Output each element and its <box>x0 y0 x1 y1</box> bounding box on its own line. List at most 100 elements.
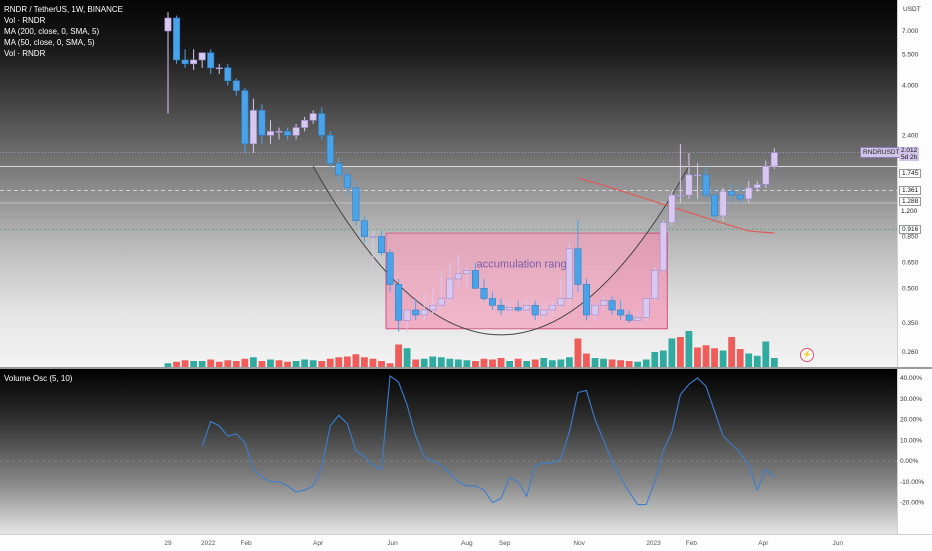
time-axis-tick: Sep <box>499 540 511 547</box>
candle-body <box>454 273 462 280</box>
time-axis-tick: Apr <box>758 540 769 547</box>
volume-bar <box>326 358 334 367</box>
candle-body <box>770 152 778 167</box>
candle-body <box>497 304 505 311</box>
volume-bar <box>395 344 402 367</box>
price-axis-tick: 0.650 <box>902 260 919 267</box>
symbol-line[interactable]: RNDR / TetherUS, 1W, BINANCE <box>4 5 123 14</box>
candle-body <box>685 174 693 196</box>
candle-body <box>565 248 573 299</box>
legend-ma50[interactable]: MA (50, close, 0, SMA, 5) <box>4 38 95 47</box>
volume-bar <box>463 360 471 367</box>
volume-bar <box>343 356 351 367</box>
candle-body <box>309 113 317 121</box>
countdown: 5d 2h <box>901 154 918 161</box>
candle-body <box>651 270 659 299</box>
level-tag-3: 1.288 <box>899 197 922 206</box>
volume-bar <box>634 361 642 367</box>
volume-bar <box>617 360 625 367</box>
legend-vol-2[interactable]: Vol · RNDR <box>4 49 46 58</box>
candle-body <box>659 222 667 271</box>
candle-body <box>471 270 479 289</box>
candle-body <box>548 304 556 311</box>
price-axis-tick: 5.500 <box>902 52 919 59</box>
volume-bar <box>412 359 420 367</box>
candle-body <box>634 317 642 321</box>
volume-bar <box>309 360 317 367</box>
volume-bar <box>608 359 616 367</box>
volume-bar <box>164 363 172 367</box>
candle-body <box>736 194 744 200</box>
time-axis[interactable] <box>0 534 932 551</box>
oscillator-legend[interactable]: Volume Osc (5, 10) <box>4 374 73 383</box>
pane-separator[interactable] <box>0 367 932 369</box>
volume-bar <box>753 355 761 367</box>
candle-body <box>574 248 582 285</box>
volume-bar <box>198 361 206 367</box>
candle-body <box>625 314 633 321</box>
candle-body <box>215 67 223 70</box>
candle-body <box>506 307 514 311</box>
chart-legend: RNDR / TetherUS, 1W, BINANCE Vol · RNDR … <box>4 4 123 59</box>
candle-body <box>292 127 300 136</box>
candle-body <box>582 284 590 316</box>
candle-body <box>275 131 283 133</box>
volume-bar <box>728 337 736 367</box>
cup-arc <box>312 165 690 336</box>
candle-body <box>377 236 385 254</box>
volume-bar <box>531 359 539 367</box>
candle-body <box>668 194 676 223</box>
candle-body <box>164 17 172 32</box>
candle-body <box>437 298 445 306</box>
time-axis-tick: Feb <box>240 540 252 547</box>
candle-body <box>249 110 257 145</box>
volume-bar <box>386 363 394 367</box>
volume-bar <box>711 348 718 367</box>
volume-bar <box>651 352 659 367</box>
volume-bar <box>625 361 633 367</box>
price-axis-tick: 4.000 <box>902 83 919 90</box>
time-axis-tick: Feb <box>686 540 698 547</box>
candle-body <box>395 284 403 321</box>
legend-ma200[interactable]: MA (200, close, 0, SMA, 5) <box>4 27 100 36</box>
candle-body <box>241 90 249 145</box>
volume-bar <box>361 357 368 367</box>
candle-body <box>190 59 198 65</box>
volume-bar <box>762 341 770 367</box>
volume-bar <box>642 359 650 367</box>
volume-bar <box>472 361 479 367</box>
candle-body <box>711 194 719 217</box>
volume-bar <box>694 347 701 367</box>
volume-bar <box>241 358 249 367</box>
candle-body <box>728 191 736 196</box>
legend-vol[interactable]: Vol · RNDR <box>4 16 46 25</box>
volume-bar <box>335 357 343 367</box>
price-axis[interactable] <box>897 0 932 367</box>
volume-bar <box>232 361 240 367</box>
candle-body <box>343 174 351 189</box>
volume-bar <box>292 361 300 367</box>
lightning-icon[interactable]: ⚡ <box>800 348 814 362</box>
oscillator-axis[interactable] <box>897 369 932 534</box>
candle-body <box>600 300 608 306</box>
candle-body <box>173 17 181 61</box>
time-axis-tick: Jun <box>833 540 844 547</box>
candle-body <box>480 287 488 299</box>
volume-bar <box>600 358 607 367</box>
candle-body <box>224 67 232 82</box>
volume-bar <box>702 345 710 367</box>
level-tag-5: 0.916 <box>899 225 922 234</box>
volume-bar <box>284 361 291 367</box>
osc-axis-tick: -10.00% <box>900 479 924 486</box>
volume-bar <box>454 359 462 367</box>
price-axis-tick: 0.850 <box>902 234 919 241</box>
volume-bar <box>403 348 411 367</box>
symbol-tag: RNDRUSDT <box>863 149 900 156</box>
time-axis-tick: Jun <box>387 540 398 547</box>
price-axis-unit: USDT <box>903 6 921 13</box>
candle-body <box>352 187 360 221</box>
candle-body <box>207 52 215 69</box>
volume-bar <box>489 359 496 367</box>
time-axis-tick: Aug <box>461 540 473 547</box>
oscillator-pane[interactable] <box>0 369 897 534</box>
